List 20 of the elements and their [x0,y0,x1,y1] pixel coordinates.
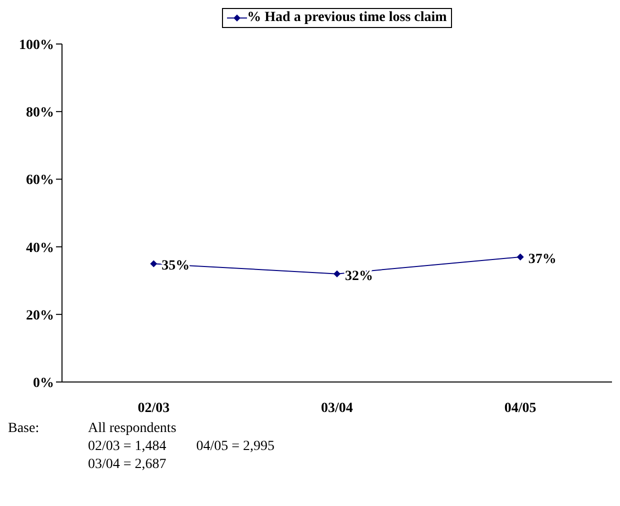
text: Base: [8,420,40,438]
y-tick-label: 100% [19,38,54,53]
y-tick-label: 0% [33,376,54,391]
text: 04/05 = 2,995 [196,438,276,456]
point [516,253,524,260]
y-tick-label: 40% [26,240,54,256]
text: 03/04 = 2,687 [88,456,168,474]
legend-label: % Had a previous time loss claim [247,10,447,26]
x-tick-label: 04/05 [504,400,536,416]
data-label: 32% [345,268,373,284]
text: All respondents [88,420,176,438]
point [150,260,158,268]
y-tick-label: 80% [26,106,54,121]
x-tick-label: 02/03 [138,400,170,416]
point [334,270,340,278]
y-tick-label: 60% [26,173,54,188]
y-tick-label: 20% [26,308,54,324]
text: 02/03 = 1,484 [88,438,168,456]
x-tick-label: 03/04 [321,400,353,416]
data-label: 37% [528,252,556,267]
